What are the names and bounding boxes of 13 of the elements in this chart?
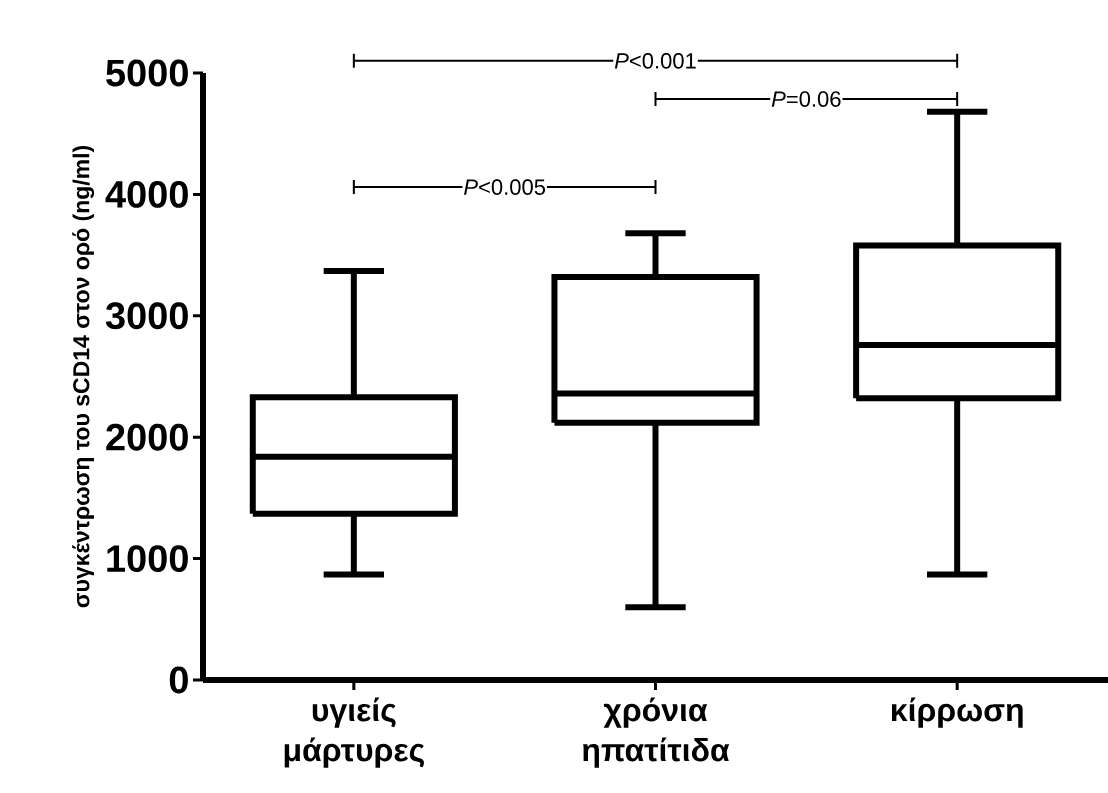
x-tick-label: υγιείς μάρτυρες xyxy=(284,697,424,768)
y-tick-label: 2000 xyxy=(106,423,188,451)
y-axis-title: συγκέντρωση του sCD14 στον ορό (ng/ml) xyxy=(72,145,95,608)
y-tick-label: 1000 xyxy=(107,545,188,573)
x-tick-label: χρόνια ηπατίτιδα xyxy=(583,697,730,768)
annotation: P<0.005 xyxy=(464,179,546,195)
y-tick-label: 5000 xyxy=(106,59,188,87)
annotation: P=0.06 xyxy=(771,91,841,107)
y-tick-label: 3000 xyxy=(105,302,188,330)
text: P<0.001 xyxy=(614,53,696,69)
x-tick-label: κίρρωση xyxy=(892,697,1023,728)
y-tick-label: 4000 xyxy=(105,180,188,208)
y-tick-label: 0 xyxy=(169,666,188,694)
